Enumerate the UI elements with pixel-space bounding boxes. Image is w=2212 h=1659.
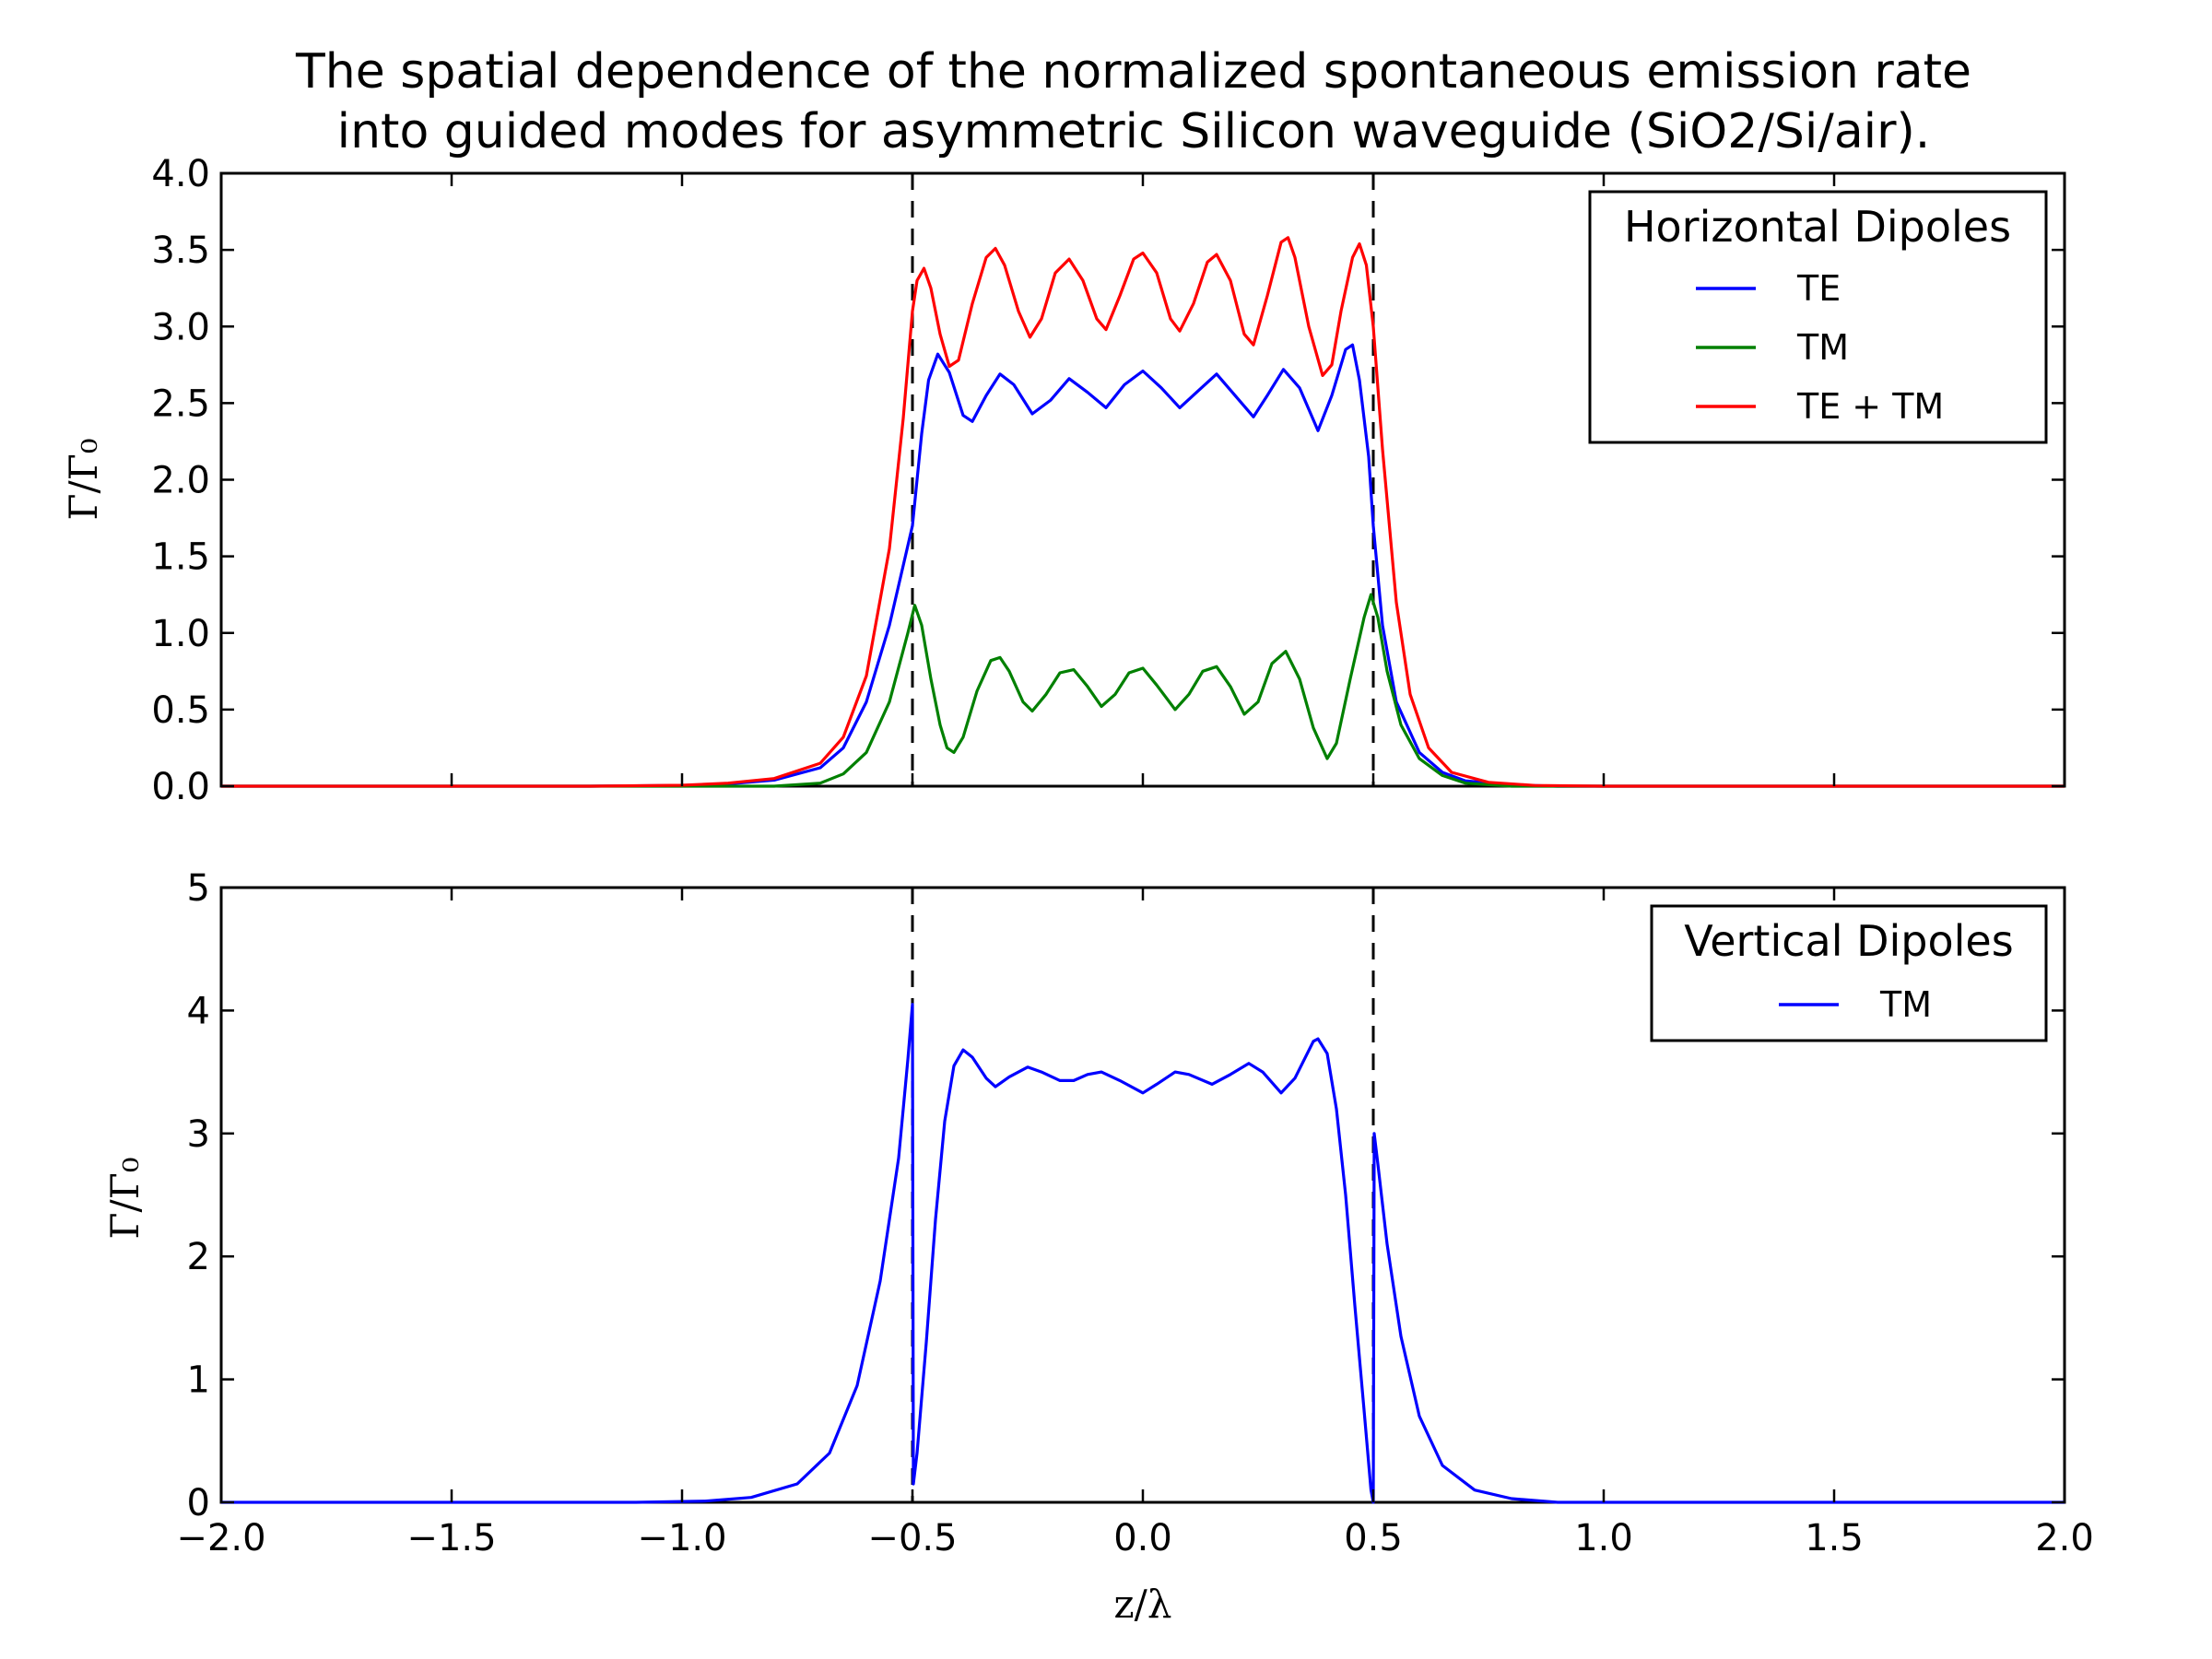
legend-label-tm: TM (1796, 327, 1849, 368)
x-axis-label: z/λ (1114, 1582, 1172, 1627)
chart-title-line-1: The spatial dependence of the normalized… (295, 44, 1971, 100)
legend-label-vertical-tm: TM (1879, 984, 1932, 1025)
bottom-y-axis-label: Γ/Γ₀ (102, 1157, 147, 1239)
xtick-label: −1.5 (406, 1517, 496, 1559)
top-boundary-lines (911, 173, 1375, 786)
xtick-label: −0.5 (867, 1517, 957, 1559)
top-panel: 0.0 0.5 1.0 1.5 2.0 2.5 3.0 3.5 4.0 Γ/Γ₀ Horizon… (61, 153, 2066, 808)
xtick-label: 1.0 (1574, 1517, 1633, 1559)
chart-title-line-2: into guided modes for asymmetric Silicon… (337, 104, 1931, 159)
bottom-ytick-label: 0 (187, 1482, 210, 1524)
top-y-ticks: 0.0 0.5 1.0 1.5 2.0 2.5 3.0 3.5 4.0 (151, 153, 2065, 808)
top-ytick-label: 2.5 (151, 382, 210, 425)
top-legend: Horizontal Dipoles TE TM TE + TM (1588, 190, 2048, 444)
top-series-te (221, 343, 2065, 788)
top-ytick-label: 1.0 (151, 613, 210, 655)
top-ytick-label: 3.0 (151, 306, 210, 348)
top-legend-box (1588, 190, 2048, 444)
bottom-series-group (221, 1003, 2065, 1504)
top-y-axis-label: Γ/Γ₀ (61, 438, 106, 520)
top-series-group (221, 236, 2065, 788)
bottom-ytick-label: 4 (187, 990, 210, 1032)
top-series-tm (221, 593, 2065, 788)
bottom-y-ticks: 0 1 2 3 4 5 (187, 867, 2065, 1524)
top-ytick-label: 0.0 (151, 766, 210, 808)
xtick-label: 2.0 (2035, 1517, 2094, 1559)
xtick-label: 1.5 (1805, 1517, 1864, 1559)
bottom-ytick-label: 3 (187, 1113, 210, 1156)
top-ytick-label: 2.0 (151, 460, 210, 502)
xtick-label: −1.0 (637, 1517, 726, 1559)
bottom-panel: 0 1 2 3 4 5 −2.0 −1.5 −1.0 −0.5 0.0 0.5 1.0 1.5 2.0 Γ… (102, 867, 2094, 1627)
xtick-label: 0.0 (1113, 1517, 1172, 1559)
xtick-label: −2.0 (176, 1517, 265, 1559)
top-ytick-label: 1.5 (151, 536, 210, 579)
top-series-te-tm (221, 236, 2065, 788)
bottom-x-ticks: −2.0 −1.5 −1.0 −0.5 0.0 0.5 1.0 1.5 2.0 (176, 888, 2094, 1559)
bottom-legend: Vertical Dipoles TM (1650, 904, 2048, 1042)
bottom-ytick-label: 1 (187, 1359, 210, 1402)
xtick-label: 0.5 (1344, 1517, 1403, 1559)
legend-label-te: TE (1796, 268, 1841, 309)
bottom-legend-title: Vertical Dipoles (1684, 916, 2013, 966)
top-x-ticks (219, 173, 2066, 786)
top-ytick-label: 3.5 (151, 229, 210, 272)
legend-label-te-tm: TE + TM (1796, 386, 1944, 427)
bottom-ytick-label: 2 (187, 1236, 210, 1278)
top-ytick-label: 0.5 (151, 689, 210, 732)
bottom-ytick-label: 5 (187, 867, 210, 910)
top-legend-title: Horizontal Dipoles (1624, 202, 2011, 252)
top-ytick-label: 4.0 (151, 153, 210, 195)
bottom-legend-box (1650, 904, 2048, 1042)
bottom-series-tm (221, 1003, 2065, 1504)
